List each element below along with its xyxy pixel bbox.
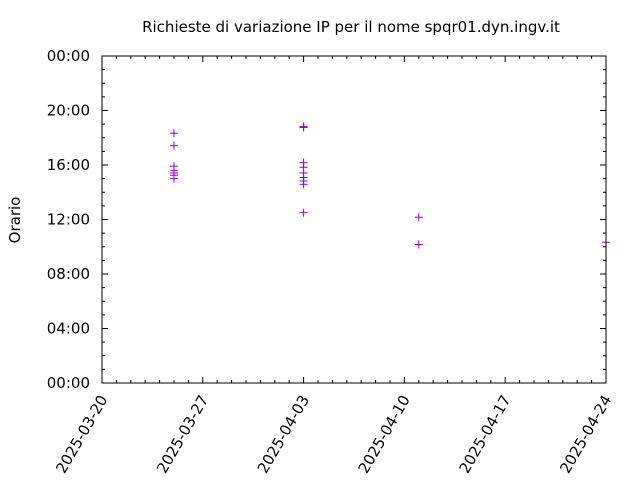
- data-point: [170, 129, 178, 138]
- y-tick-label: 08:00: [47, 265, 90, 283]
- y-tick-label: 20:00: [47, 102, 90, 120]
- axis-ticks: [101, 55, 607, 384]
- y-tick-label: 00:00: [47, 374, 90, 392]
- data-points: [170, 122, 610, 249]
- data-point: [170, 141, 178, 150]
- plot-frame: [101, 55, 607, 384]
- x-tick-labels: 2025-03-20 2025-03-27 2025-04-03 2025-04-10…: [52, 392, 615, 477]
- x-tick-label: 2025-04-24: [556, 392, 615, 477]
- y-tick-label: 12:00: [47, 211, 90, 229]
- data-point: [414, 240, 423, 249]
- y-tick-label: 16:00: [47, 156, 90, 174]
- x-tick-label: 2025-03-20: [52, 392, 111, 477]
- data-point: [299, 123, 308, 132]
- y-tick-label: 04:00: [47, 320, 90, 338]
- chart-title: Richieste di variazione IP per il nome s…: [142, 18, 560, 36]
- x-tick-label: 2025-03-27: [153, 392, 212, 477]
- y-tick-label: 00:00: [47, 47, 90, 65]
- data-point: [170, 174, 178, 183]
- data-point: [299, 180, 308, 189]
- x-tick-label: 2025-04-10: [355, 392, 414, 477]
- data-point: [414, 213, 423, 222]
- x-tick-label: 2025-04-03: [254, 392, 313, 477]
- y-tick-labels: 00:00 04:00 08:00 12:00 16:00 20:00 00:00: [47, 47, 90, 392]
- y-axis-label: Orario: [6, 197, 24, 244]
- x-tick-label: 2025-04-17: [455, 392, 514, 477]
- data-point: [299, 208, 308, 217]
